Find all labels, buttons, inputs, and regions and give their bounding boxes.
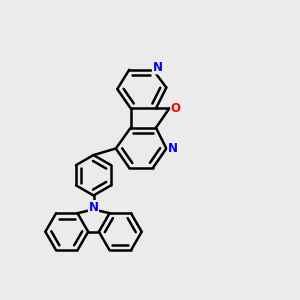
Text: N: N [152, 61, 162, 74]
Text: O: O [171, 102, 181, 115]
Text: N: N [88, 201, 98, 214]
Text: N: N [168, 142, 178, 155]
